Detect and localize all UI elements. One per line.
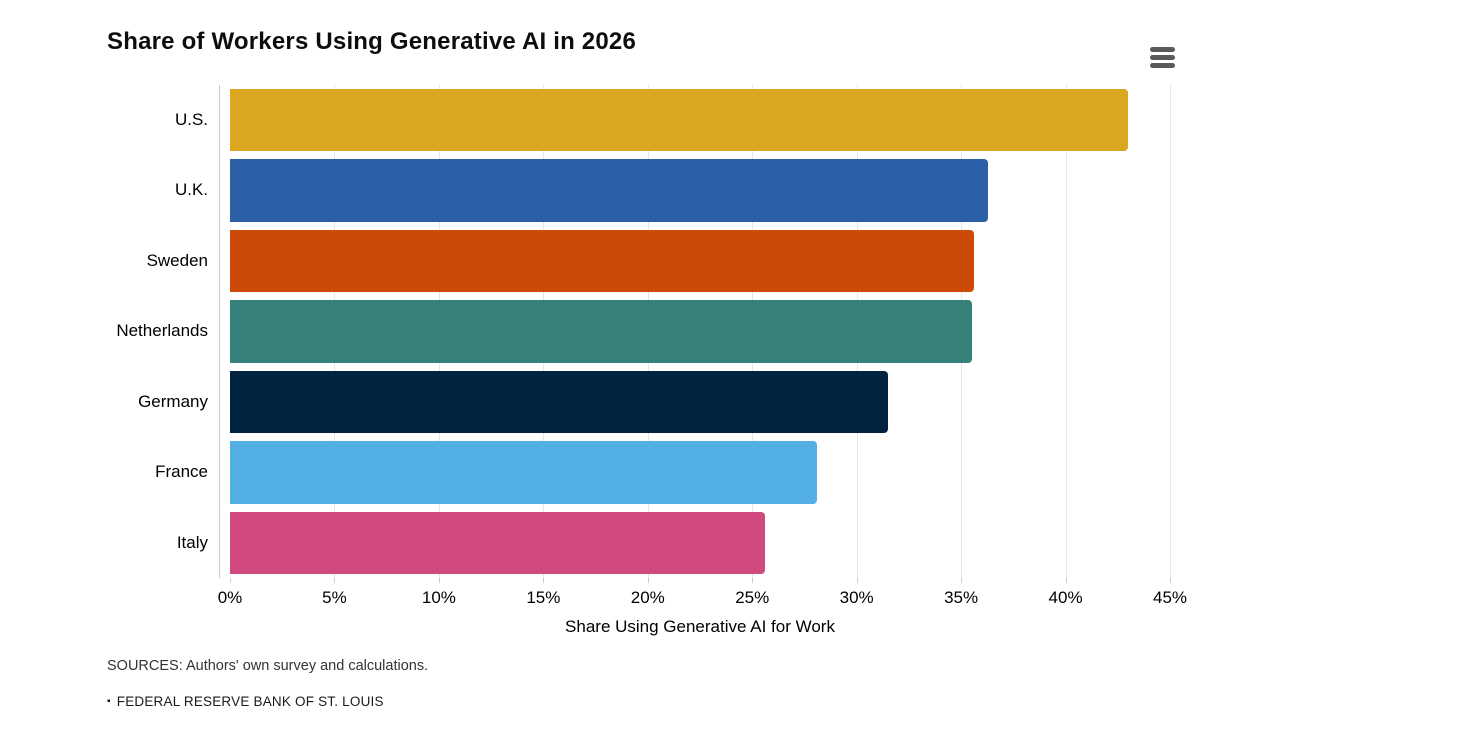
y-axis-category-labels: U.S. U.K. Sweden Netherlands Germany France It…: [0, 85, 208, 578]
x-tick-label: 20%: [630, 588, 665, 607]
x-tick-mark: [1065, 578, 1067, 583]
x-tick-label: 25%: [735, 588, 770, 607]
plot-area: [230, 85, 1171, 578]
y-axis-label: Netherlands: [116, 321, 208, 341]
chart-context-menu-button[interactable]: [1146, 40, 1178, 68]
bar-italy[interactable]: [230, 511, 765, 574]
branding-line: ▪ FEDERAL RESERVE BANK OF ST. LOUIS: [107, 694, 384, 709]
x-tick-label: 15%: [526, 588, 561, 607]
bar-netherlands[interactable]: [230, 300, 972, 363]
y-axis-label: U.S.: [174, 110, 208, 129]
bar-france[interactable]: [230, 441, 817, 504]
x-tick-mark: [752, 578, 754, 583]
x-tick-label: 0%: [217, 588, 243, 607]
x-tick-mark: [856, 578, 858, 583]
bar-us[interactable]: [230, 89, 1129, 152]
y-axis-label: U.K.: [174, 180, 208, 200]
x-tick-label: 30%: [839, 588, 874, 607]
x-tick-label: 5%: [322, 588, 347, 607]
bar-uk[interactable]: [230, 159, 989, 222]
x-tick-mark: [961, 578, 963, 583]
gridline: [1065, 85, 1067, 578]
x-axis-title: Share Using Generative AI for Work: [565, 617, 835, 636]
hamburger-icon: [1149, 47, 1175, 68]
y-axis-label: Germany: [138, 391, 208, 411]
bar-germany[interactable]: [230, 370, 888, 434]
x-tick-label: 35%: [944, 588, 979, 607]
x-tick-label: 40%: [1048, 588, 1083, 607]
x-tick-mark: [230, 578, 231, 583]
x-tick-mark: [334, 578, 336, 583]
bar-sweden[interactable]: [230, 229, 974, 293]
sources-note: SOURCES: Authors' own survey and calcula…: [107, 658, 429, 674]
x-tick-mark: [438, 578, 440, 583]
y-axis-label: France: [155, 462, 208, 482]
gridline: [1170, 85, 1171, 578]
x-tick-label: 10%: [421, 588, 456, 607]
y-axis-label: Sweden: [146, 250, 208, 270]
x-tick-mark: [543, 578, 545, 583]
y-axis-label: Italy: [176, 532, 208, 552]
x-axis: 0% 5% 10% 15% 20% 25% 30% 35% 40% 45%: [0, 578, 1473, 618]
x-tick-mark: [1170, 578, 1171, 583]
square-bullet-icon: ▪: [107, 695, 111, 707]
branding-text: FEDERAL RESERVE BANK OF ST. LOUIS: [116, 694, 384, 709]
x-tick-mark: [647, 578, 649, 583]
chart-title: Share of Workers Using Generative AI in …: [107, 28, 636, 55]
x-tick-label: 45%: [1152, 588, 1188, 607]
y-axis-line: [219, 85, 220, 578]
